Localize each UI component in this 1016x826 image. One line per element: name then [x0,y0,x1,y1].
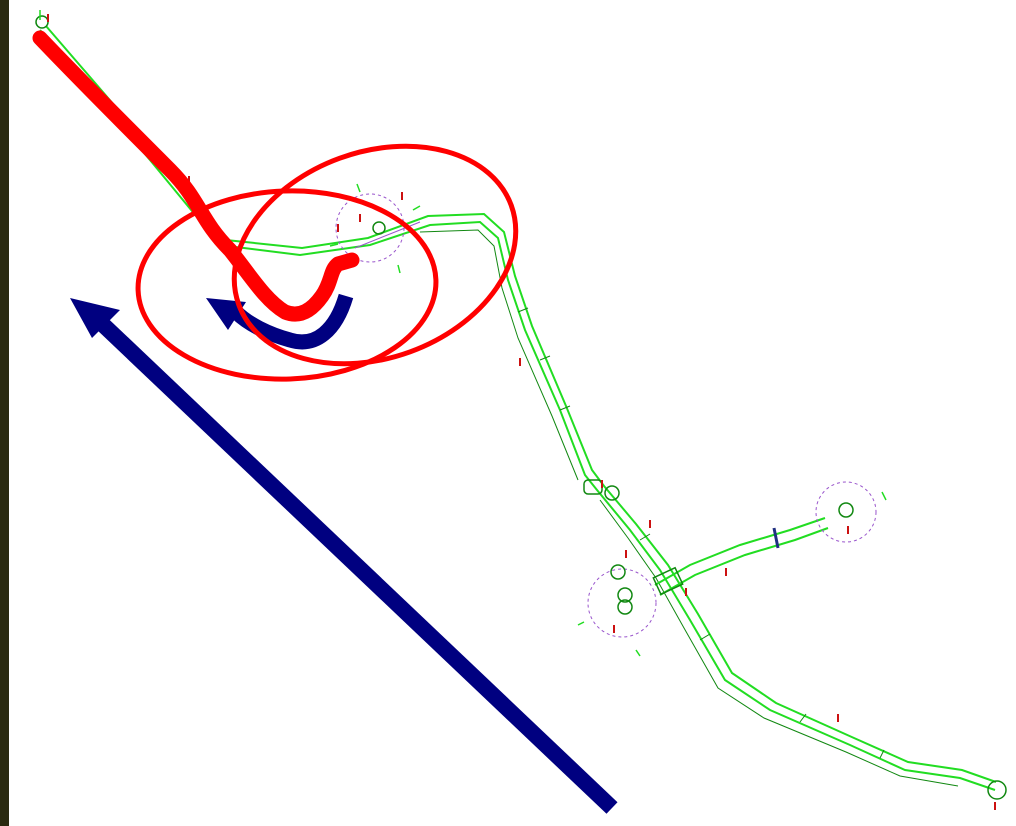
construction-offset-left [419,229,579,481]
left-border-strip [0,0,9,826]
start-of-alignment-marker [35,15,49,29]
lower-structure-dashed-circle [587,568,657,638]
upper-structure-leader [354,221,421,249]
branch-edge-lower [659,527,829,596]
lower-structure-manhole-3 [617,599,633,615]
branch-end-manhole [838,502,854,518]
red-ellipse-upper [231,143,519,367]
blue-long-diagonal-arrow [70,298,618,814]
branch-crossing-mark [772,527,780,549]
station-markers [47,14,996,810]
alignment-tick-marks [517,307,885,759]
upper-structure-manhole [372,221,386,235]
lower-structure-manhole-1 [610,564,626,580]
circular-structures [35,15,1007,800]
alignment-end-manhole [987,780,1007,800]
alignment-edge-right [45,25,997,783]
pipeline-alignment [39,25,997,791]
lower-structure-manhole-2 [617,587,633,603]
green-label-leaders [39,10,887,657]
branch-junction-box [652,566,684,596]
construction-offset-right [599,499,959,787]
mid-structure-manhole [604,485,620,501]
branch-edge-upper [654,517,826,586]
branch-alignment [652,517,829,596]
branch-end-dashed-circle [815,481,877,543]
